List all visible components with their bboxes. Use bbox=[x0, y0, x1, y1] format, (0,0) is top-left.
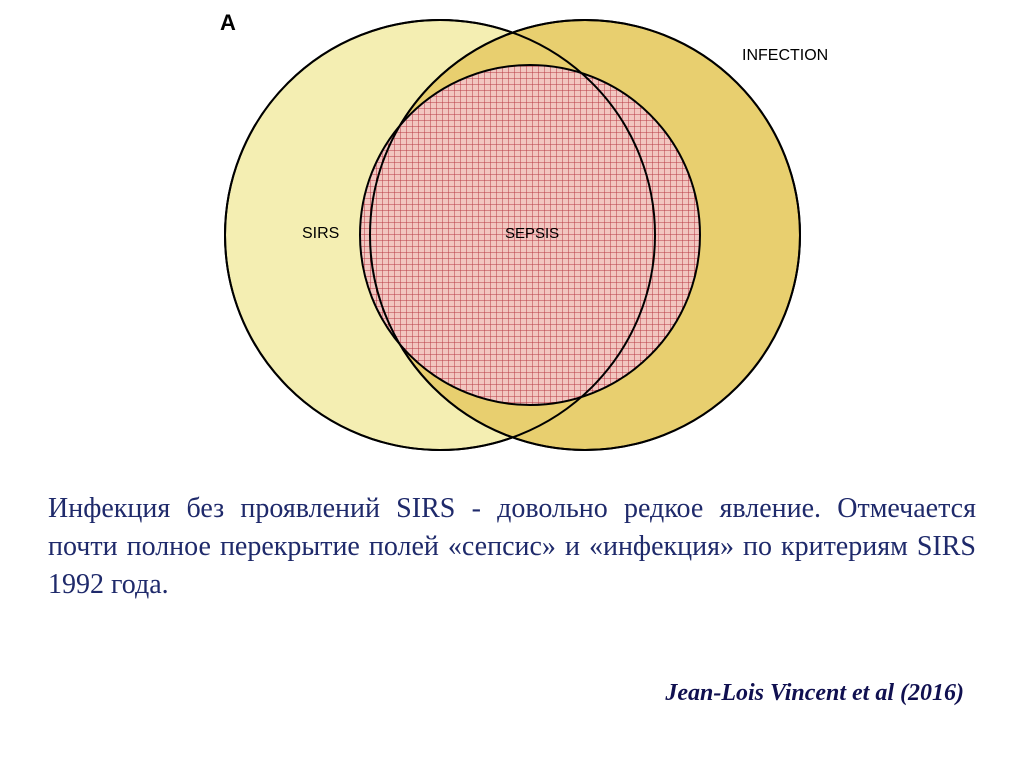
label-infection: INFECTION bbox=[742, 47, 828, 64]
label-sepsis: SEPSIS bbox=[505, 225, 559, 242]
caption-text: Инфекция без проявлений SIRS - довольно … bbox=[48, 490, 976, 603]
venn-diagram: SIRS SEPSIS INFECTION bbox=[130, 0, 900, 470]
slide-stage: SIRS SEPSIS INFECTION A Инфекция без про… bbox=[0, 0, 1024, 767]
panel-letter: A bbox=[220, 10, 236, 36]
citation-text: Jean-Lois Vincent et al (2016) bbox=[665, 680, 964, 707]
label-sirs: SIRS bbox=[302, 225, 339, 242]
